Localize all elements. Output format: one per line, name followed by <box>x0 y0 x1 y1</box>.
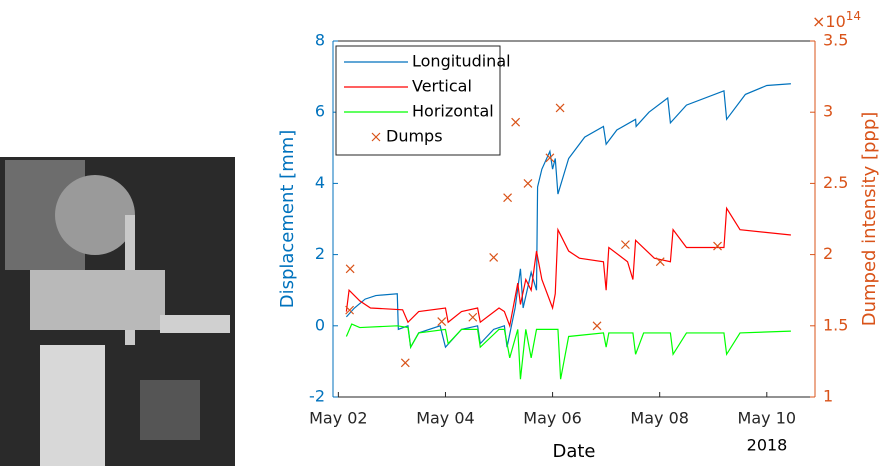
dump-marker <box>468 312 478 322</box>
y-tick-label: 6 <box>315 102 325 121</box>
y-tick-label: 8 <box>315 31 325 50</box>
dump-marker <box>713 241 722 251</box>
y2-tick-label: 2.5 <box>823 173 848 192</box>
legend-label: Longitudinal <box>412 52 511 71</box>
y2-tick-label: 3.5 <box>823 31 848 50</box>
data-line <box>345 323 791 380</box>
y2-tick-label: 1 <box>823 387 833 406</box>
x-year-label: 2018 <box>747 436 788 455</box>
y-tick-label: -2 <box>309 387 325 406</box>
photo <box>0 157 235 466</box>
dump-marker <box>592 321 602 331</box>
x-tick-label: May 06 <box>523 409 582 428</box>
dump-marker <box>545 153 555 163</box>
dump-marker <box>620 240 630 250</box>
y2-scale-label: ×1014 <box>812 9 861 31</box>
x-axis-label: Date <box>552 441 595 462</box>
dump-marker <box>555 103 565 113</box>
dump-marker <box>511 117 521 127</box>
y-tick-label: 0 <box>315 315 325 334</box>
y2-axis-label: Dumped intensity [ppp] <box>859 112 880 327</box>
legend-box <box>335 45 501 156</box>
x-tick-label: May 02 <box>309 409 368 428</box>
y2-scale-base: ×10 <box>812 12 846 31</box>
y-tick-label: 2 <box>315 244 325 263</box>
y-axis-label: Displacement [mm] <box>277 130 298 309</box>
y2-tick-label: 2 <box>823 244 833 263</box>
dump-marker <box>345 305 355 315</box>
y2-tick-label: 3 <box>823 102 833 121</box>
legend-label: Dumps <box>386 127 443 146</box>
x-tick-label: May 10 <box>738 409 797 428</box>
dump-marker <box>489 253 499 262</box>
dump-marker <box>400 358 410 368</box>
data-line <box>345 206 791 329</box>
dump-marker <box>503 193 513 203</box>
dump-marker <box>655 257 665 267</box>
legend-marker <box>371 132 381 142</box>
x-tick-label: May 04 <box>416 409 475 428</box>
dump-marker <box>523 178 533 188</box>
legend-label: Horizontal <box>412 102 494 121</box>
y-tick-label: 4 <box>315 173 325 192</box>
x-tick-label: May 08 <box>630 409 689 428</box>
legend-label: Vertical <box>412 77 472 96</box>
dump-marker <box>345 264 355 274</box>
dump-marker <box>437 317 447 326</box>
y2-scale-exponent: 14 <box>846 9 861 23</box>
y2-tick-label: 1.5 <box>823 315 848 334</box>
